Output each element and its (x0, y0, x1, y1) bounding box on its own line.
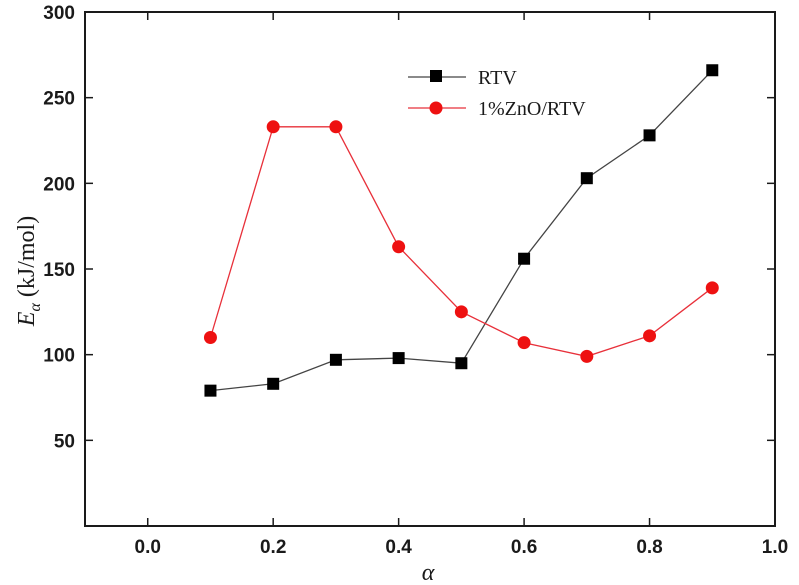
data-point (266, 120, 280, 134)
y-axis-title-main: E (14, 311, 40, 327)
legend-marker-rtv (430, 70, 442, 82)
data-point (392, 352, 405, 365)
y-tick-label: 50 (54, 431, 75, 452)
legend-label-rtv: RTV (478, 67, 517, 89)
data-point (706, 64, 719, 77)
series-line (210, 69, 713, 392)
plot-frame (84, 11, 776, 527)
y-axis-title: Eα (kJ/mol) (14, 216, 44, 327)
data-point (329, 353, 342, 366)
data-point (455, 357, 468, 370)
y-tick-label: 200 (43, 174, 75, 195)
data-point (203, 331, 217, 345)
x-axis-title: α (422, 560, 435, 585)
x-tick-label: 0.2 (260, 537, 286, 558)
axis-ticks: 0.0 0.2 0.4 0.6 0.8 1.0 50 100 150 200 250 300 (43, 3, 788, 558)
data-point (580, 349, 594, 363)
data-point (705, 281, 719, 295)
y-axis-title-sub: α (27, 303, 44, 312)
legend-label-zno: 1%ZnO/RTV (478, 98, 586, 120)
data-point (580, 172, 593, 185)
x-tick-label: 1.0 (762, 537, 788, 558)
data-point (643, 329, 657, 343)
y-tick-label: 300 (43, 3, 75, 24)
data-point (454, 305, 468, 319)
legend: RTV 1%ZnO/RTV (408, 67, 586, 120)
series-line (209, 126, 713, 358)
series-rtv (204, 64, 719, 397)
data-point (329, 120, 343, 134)
data-point (267, 377, 280, 390)
x-tick-label: 0.8 (636, 537, 662, 558)
y-tick-label: 100 (43, 346, 75, 367)
y-axis-title-unit: (kJ/mol) (14, 216, 40, 303)
x-tick-label: 0.4 (385, 537, 412, 558)
data-point (517, 336, 531, 350)
data-point (392, 240, 406, 254)
x-tick-label: 0.0 (135, 537, 161, 558)
y-tick-label: 250 (43, 89, 75, 110)
legend-marker-zno (429, 101, 443, 115)
data-point (643, 129, 656, 142)
x-tick-label: 0.6 (511, 537, 537, 558)
data-point (518, 252, 531, 265)
y-tick-label: 150 (43, 260, 75, 281)
data-point (204, 384, 217, 397)
series-zno-rtv (203, 120, 719, 363)
series-layer (203, 64, 719, 397)
